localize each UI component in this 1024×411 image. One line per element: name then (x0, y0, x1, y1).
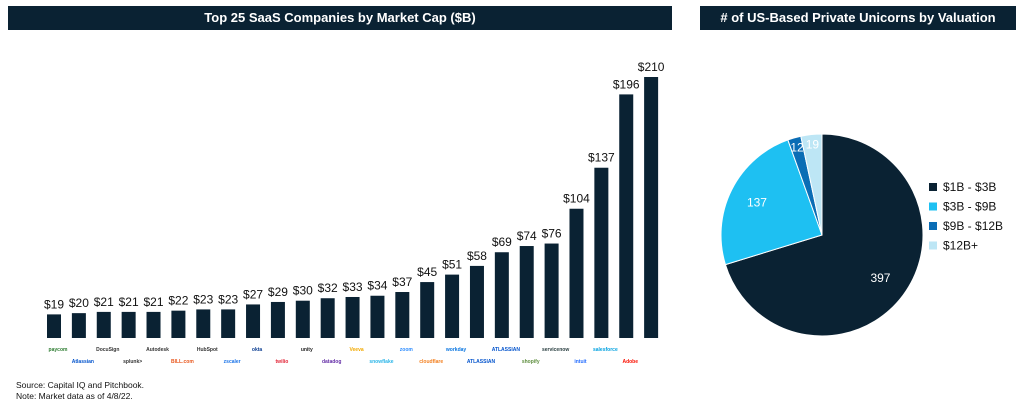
company-logo: Atlassian (72, 359, 94, 365)
pie-slice-0 (724, 133, 924, 337)
bar-value-label: $23 (193, 292, 213, 306)
bar-value-label: $45 (417, 265, 437, 279)
legend-swatch (929, 241, 937, 250)
pie-chart-title: # of US-Based Private Unicorns by Valuat… (700, 6, 1016, 30)
bar-value-label: $51 (442, 258, 462, 272)
bar-22 (594, 167, 609, 338)
company-logo: paycom (49, 347, 68, 353)
pie-slice-label: 137 (747, 195, 767, 209)
legend-label: $9B - $12B (943, 219, 1003, 233)
company-logo: splunk> (123, 359, 142, 365)
company-logo: snowflake (369, 359, 393, 365)
bar-7 (221, 309, 236, 338)
bar-23 (619, 94, 634, 339)
bar-value-label: $29 (268, 285, 288, 299)
company-logo: Autodesk (146, 347, 169, 353)
company-logo: datadog (322, 359, 341, 365)
bar-value-label: $21 (144, 295, 164, 309)
pie-slice-3 (800, 133, 823, 236)
bar-value-label: $23 (218, 292, 238, 306)
company-logo: DocuSign (96, 347, 119, 353)
bar-value-label: $58 (467, 249, 487, 263)
bar-6 (196, 309, 211, 338)
bar-value-label: $137 (588, 151, 615, 165)
bar-value-label: $210 (638, 60, 665, 74)
bar-value-label: $76 (542, 227, 562, 241)
pie-chart: 397 137 12 19 (720, 133, 924, 337)
company-logo: zscaler (224, 359, 241, 365)
company-logo: Adobe (622, 359, 638, 365)
bar-value-label: $22 (168, 294, 188, 308)
pie-slice-label: 397 (870, 271, 890, 285)
company-logo: workday (445, 347, 467, 353)
company-logo: unity (301, 347, 313, 353)
company-logo: servicenow (542, 347, 569, 353)
legend-label: $12B+ (943, 239, 978, 253)
bar-18 (494, 252, 509, 338)
bar-0 (47, 314, 61, 338)
bar-value-label: $32 (318, 281, 338, 295)
bar-20 (544, 243, 559, 338)
bar-chart: $19 $20 $21 $21 $21 $22 $23 $23 $27 $29 $30 $32 $33 $… (44, 60, 665, 339)
bar-9 (270, 301, 285, 338)
bar-10 (295, 300, 310, 338)
company-logo: twilio (276, 359, 289, 365)
bar-2 (96, 311, 111, 338)
bar-value-label: $196 (613, 77, 640, 91)
legend-swatch (929, 202, 937, 211)
legend-label: $1B - $3B (943, 180, 996, 194)
bar-value-label: $69 (492, 235, 512, 249)
bar-value-label: $34 (367, 279, 387, 293)
bar-15 (420, 282, 435, 338)
company-logo: salesforce (593, 347, 618, 353)
market-data-note: Note: Market data as of 4/8/22. (16, 391, 133, 401)
bar-17 (469, 265, 484, 338)
source-note: Source: Capital IQ and Pitchbook. (16, 380, 145, 390)
bar-value-label: $20 (69, 296, 89, 310)
bar-21 (569, 208, 584, 338)
bar-chart-title: Top 25 SaaS Companies by Market Cap ($B) (8, 6, 672, 30)
bar-value-label: $74 (517, 229, 537, 243)
company-logo: ATLASSIAN (492, 347, 521, 353)
bar-1 (71, 313, 86, 338)
company-logo: zoom (400, 347, 414, 353)
bar-4 (146, 311, 161, 338)
bar-13 (370, 295, 385, 338)
company-logo: ATLASSIAN (467, 359, 496, 365)
legend-swatch (929, 183, 937, 191)
company-logo: BILL.com (171, 359, 194, 365)
bar-12 (345, 296, 360, 338)
pie-slice-label: 19 (806, 138, 820, 152)
bar-value-label: $30 (293, 284, 313, 298)
company-logo: cloudflare (419, 359, 443, 365)
legend-label: $3B - $9B (943, 200, 996, 214)
company-logo: okta (252, 347, 263, 353)
company-logo: shopify (522, 359, 540, 365)
company-logo: intuit (574, 359, 587, 365)
bar-11 (320, 298, 335, 338)
bar-14 (395, 292, 410, 338)
footnotes: Source: Capital IQ and Pitchbook. Note: … (16, 380, 144, 402)
bar-value-label: $19 (44, 297, 64, 311)
bar-value-label: $104 (563, 192, 590, 206)
bar-19 (519, 246, 534, 338)
bar-value-label: $37 (392, 275, 412, 289)
bar-16 (445, 274, 460, 338)
company-logo: HubSpot (197, 347, 218, 353)
legend-swatch (929, 222, 937, 230)
bar-8 (246, 304, 261, 338)
bar-value-label: $27 (243, 287, 263, 301)
pie-slice-1 (720, 139, 823, 266)
bar-value-label: $21 (94, 295, 114, 309)
bar-24 (644, 77, 659, 338)
bar-value-label: $21 (119, 295, 139, 309)
pie-legend: $1B - $3B $3B - $9B $9B - $12B $12B+ (929, 180, 1003, 253)
bar-value-label: $33 (343, 280, 363, 294)
bar-5 (171, 310, 186, 338)
company-logo: Veeva (349, 347, 363, 353)
bar-3 (121, 311, 136, 338)
pie-slice-label: 12 (790, 141, 804, 155)
